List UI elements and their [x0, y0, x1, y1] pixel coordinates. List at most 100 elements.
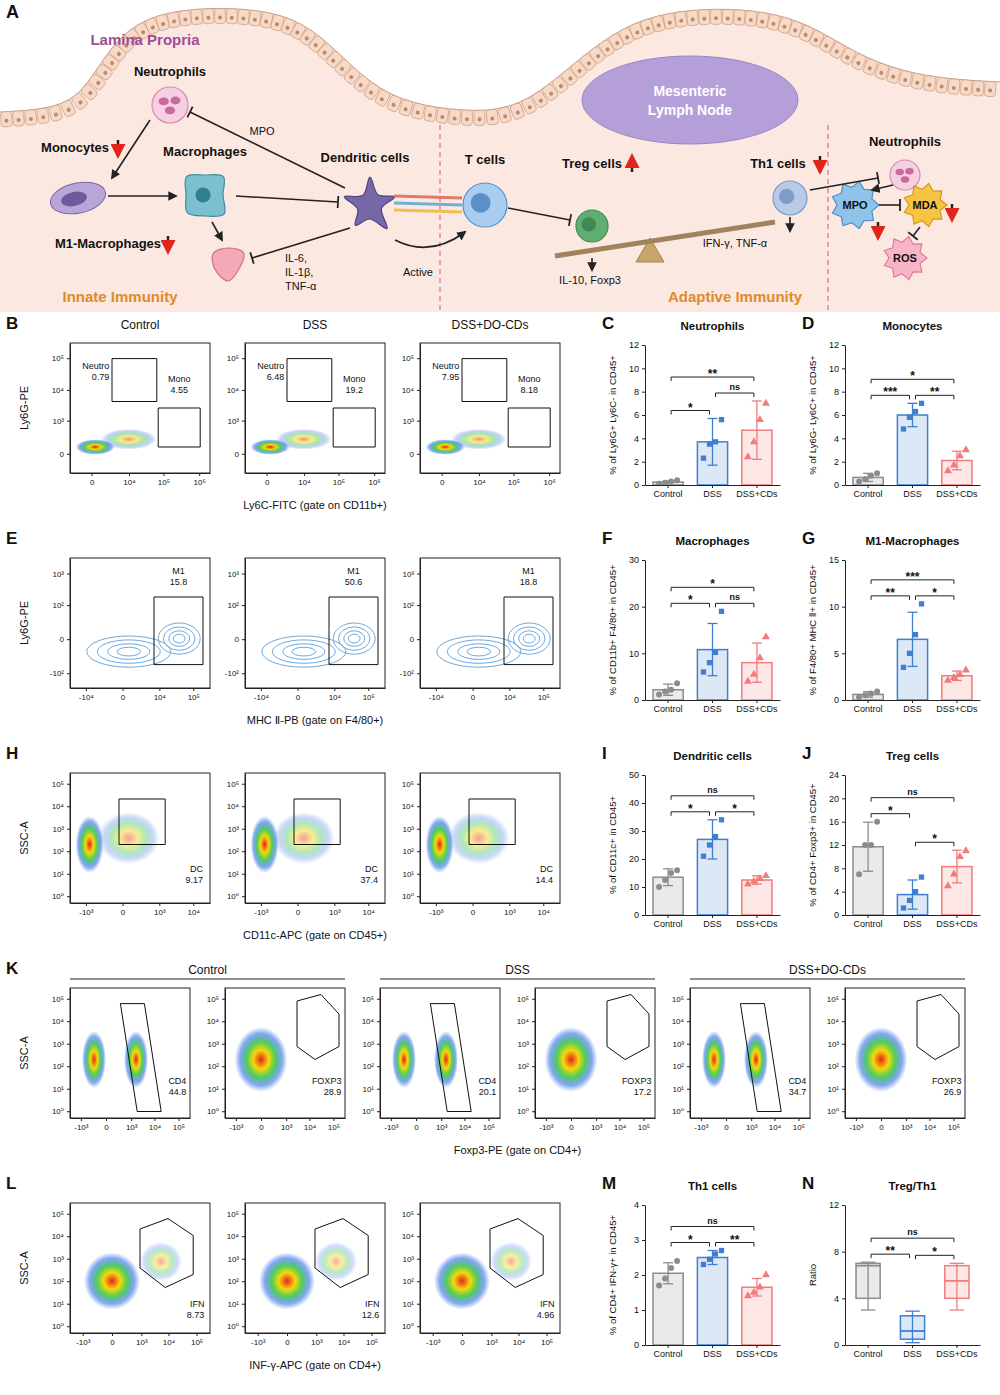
- tick: 10⁵: [333, 473, 345, 487]
- data-point: [901, 665, 906, 670]
- plot-frame: [420, 343, 560, 473]
- tick-label: 10⁴: [827, 1017, 840, 1026]
- tick-label: 4: [634, 434, 639, 444]
- diagram-label: Th1 cells: [750, 156, 806, 171]
- tick: 0: [410, 635, 420, 644]
- tick: 10⁴: [338, 1333, 351, 1347]
- tick-mark: [441, 1118, 442, 1121]
- tick-mark: [86, 688, 87, 691]
- data-point: [874, 819, 880, 825]
- flow-plot: M150.6-10⁴010⁴10⁵-10²010²10³: [225, 558, 386, 702]
- connector: [395, 232, 465, 247]
- tick-label: 0: [235, 635, 240, 644]
- tick: 10³: [901, 1118, 913, 1132]
- tick-label: 6: [834, 410, 839, 420]
- tick-label: 10³: [52, 570, 64, 579]
- gate-value: 20.1: [479, 1087, 497, 1097]
- tick: 10²: [672, 1062, 690, 1071]
- tick-mark: [912, 1345, 913, 1348]
- tick: 10: [629, 649, 645, 659]
- tick-label: 10⁴: [304, 1123, 317, 1132]
- chart-title: Neutrophils: [681, 320, 745, 332]
- chart-title: Dendritic cells: [673, 750, 752, 762]
- tick: 0: [471, 903, 476, 917]
- panel-letter: N: [802, 1174, 814, 1193]
- connector: [810, 178, 878, 190]
- plot-area: [70, 988, 190, 1118]
- axis-line: [420, 559, 421, 689]
- tick-label: 10⁴: [504, 693, 517, 702]
- data-point: [919, 601, 924, 606]
- tick-mark: [178, 1118, 179, 1121]
- tick-label: Control: [654, 919, 683, 929]
- plot-frame: [690, 988, 810, 1118]
- density-contour: [108, 644, 150, 660]
- connector: [951, 204, 954, 220]
- tick-label: 8: [834, 1247, 839, 1257]
- tick-mark: [417, 639, 420, 640]
- data-point: [662, 877, 668, 883]
- tick: 10: [829, 364, 845, 374]
- tick-mark: [619, 1118, 620, 1121]
- tick-mark: [287, 1333, 288, 1336]
- tick-label: 0: [296, 693, 301, 702]
- tick: 10⁵: [948, 1118, 960, 1132]
- tick-mark: [756, 700, 757, 703]
- plot-area: [70, 1203, 210, 1333]
- plot-area: [653, 1248, 772, 1345]
- significance-bracket: [871, 1238, 954, 1242]
- tick: 15: [829, 555, 845, 565]
- data-point: [674, 867, 680, 873]
- tick-mark: [193, 688, 194, 691]
- tick-mark: [642, 859, 645, 860]
- tick-mark: [642, 915, 645, 916]
- tick-label: 5: [834, 649, 839, 659]
- tick-label: 10⁶: [194, 478, 206, 487]
- tick: 0: [296, 688, 301, 702]
- tick-label: 10⁵: [227, 1210, 239, 1219]
- tick: DSS+CDs: [736, 485, 778, 499]
- tick: 0: [285, 1333, 290, 1347]
- tick-label: 10¹: [52, 1085, 64, 1094]
- tick-mark: [417, 784, 420, 785]
- beam: [555, 222, 775, 256]
- axis-line: [246, 903, 386, 904]
- tick-label: -10³: [251, 1338, 266, 1347]
- gate-value: 4.96: [537, 1310, 555, 1320]
- tick-mark: [642, 1310, 645, 1311]
- plot-background: [70, 1203, 210, 1333]
- tick-label: 10⁴: [614, 1123, 627, 1132]
- tick-label: 10⁴: [459, 1123, 472, 1132]
- tick-mark: [881, 1118, 882, 1121]
- tick: 10⁰: [672, 1107, 690, 1116]
- tick-label: 10³: [436, 1123, 448, 1132]
- tick-mark: [842, 915, 845, 916]
- data-point: [662, 1276, 668, 1282]
- tick: DSS+CDs: [936, 1345, 978, 1359]
- tick-mark: [286, 1118, 287, 1121]
- connector: [877, 222, 880, 238]
- gate: [504, 597, 553, 665]
- tick: 0: [440, 473, 445, 487]
- tick-mark: [856, 1118, 857, 1121]
- tick-label: 0: [569, 1123, 574, 1132]
- tick: 0: [834, 480, 845, 490]
- gate-label: Mono: [168, 374, 191, 384]
- y-axis: 010³10⁴10⁵: [402, 344, 421, 474]
- tick-mark: [642, 462, 645, 463]
- tick: -10³: [76, 1333, 91, 1347]
- cell: [344, 177, 394, 229]
- tick-mark: [67, 851, 70, 852]
- tick: 10: [629, 364, 645, 374]
- significance-label: **: [886, 586, 896, 600]
- tick-mark: [912, 700, 913, 703]
- data-point: [962, 846, 970, 853]
- axis-line: [421, 1333, 561, 1334]
- tick-label: 0: [471, 693, 476, 702]
- tick-mark: [842, 485, 845, 486]
- tick-mark: [417, 851, 420, 852]
- cytokine-label: IL-1β,: [285, 266, 313, 278]
- tick-mark: [193, 903, 194, 906]
- tick-label: 10²: [52, 601, 64, 610]
- error-bar: [708, 623, 718, 675]
